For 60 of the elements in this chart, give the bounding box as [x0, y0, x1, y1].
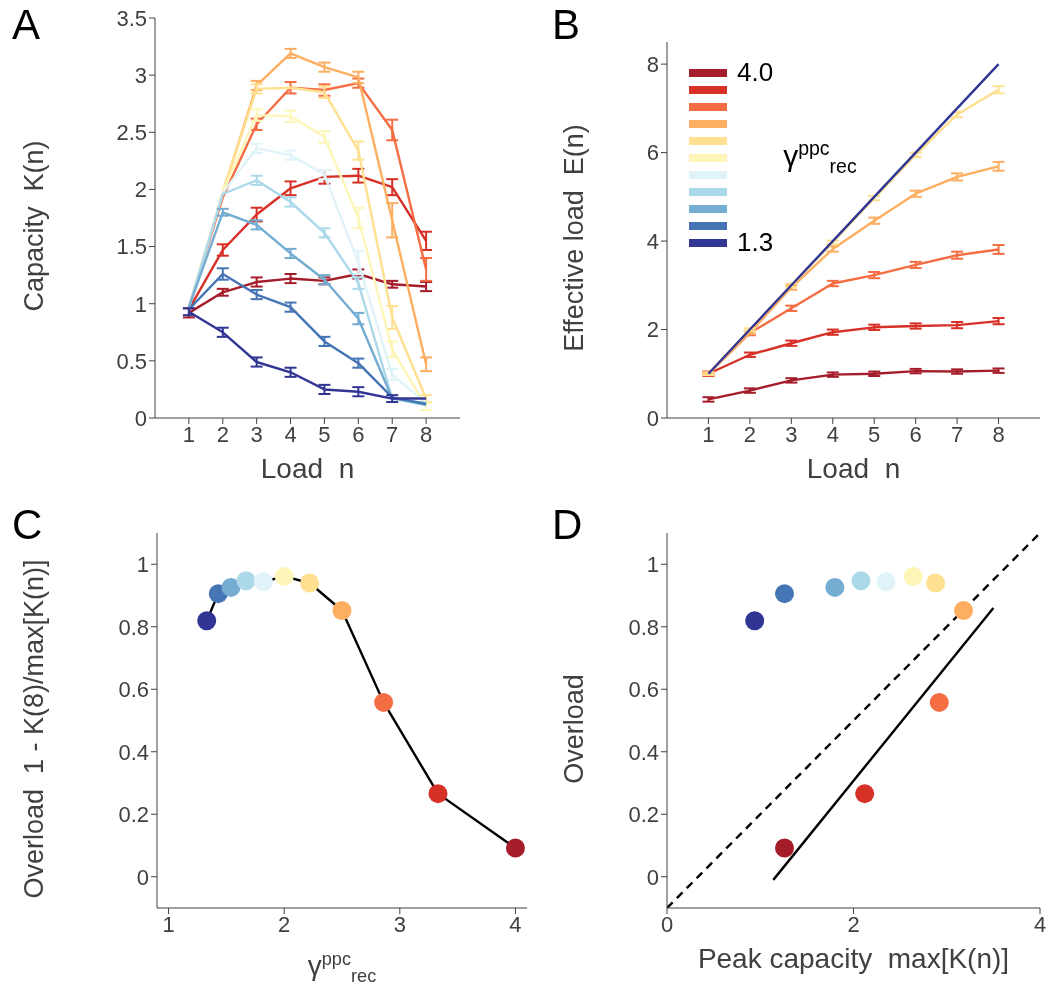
y-axis-title: Effective load E(n)	[558, 124, 590, 352]
x-tick-label: 7	[950, 421, 964, 447]
y-tick-label: 0	[136, 864, 149, 890]
y-tick-label: 1	[134, 291, 147, 317]
x-axis-title: Load n	[259, 452, 356, 486]
x-tick-label: 8	[419, 421, 433, 447]
y-tick-label: 0.4	[118, 739, 149, 765]
legend-label: 4.0	[737, 57, 774, 87]
x-tick-label: 5	[318, 421, 331, 447]
y-tick-label: 3	[134, 62, 147, 88]
x-tick-label: 1	[182, 421, 196, 447]
y-tick-label: 0	[134, 405, 147, 431]
x-tick-label: 6	[352, 421, 365, 447]
x-tick-label: 8	[992, 421, 1005, 447]
x-tick-label: 2	[743, 421, 757, 447]
y-tick-label: 2	[134, 177, 147, 203]
y-tick-label: 0.5	[116, 348, 147, 374]
y-tick-label: 0	[646, 864, 659, 890]
x-tick-label: 4	[284, 421, 297, 447]
y-tick-label: 8	[646, 51, 659, 77]
x-tick-label: 2	[216, 421, 229, 447]
chart-title: B	[552, 1, 581, 48]
y-tick-label: 6	[646, 140, 659, 166]
x-tick-label: 2	[278, 911, 291, 937]
y-tick-label: 2.5	[116, 120, 147, 146]
y-tick-label: 0.2	[628, 802, 659, 828]
y-tick-label: 1	[646, 552, 659, 578]
x-tick-label: 3	[250, 421, 263, 447]
x-tick-label: 2	[847, 911, 860, 937]
y-tick-label: 0.6	[118, 677, 149, 703]
y-tick-label: 0.8	[118, 614, 149, 640]
chart-title: D	[552, 501, 583, 548]
x-tick-label: 5	[868, 421, 881, 447]
x-tick-label: 1	[702, 421, 715, 447]
x-tick-label: 4	[826, 421, 839, 447]
x-tick-label: 4	[509, 911, 522, 937]
y-tick-label: 0	[646, 405, 659, 431]
y-tick-label: 0.6	[628, 677, 659, 703]
x-tick-label: 7	[386, 421, 399, 447]
y-tick-label: 1.5	[116, 234, 147, 260]
x-tick-label: 3	[785, 421, 798, 447]
y-axis-title: Overload 1 - K(8)/max[K(n)]	[18, 558, 50, 899]
y-axis-title: Capacity K(n)	[18, 140, 50, 312]
x-tick-label: 1	[162, 911, 175, 937]
y-tick-label: 0.4	[628, 739, 659, 765]
chart-title: A	[12, 1, 41, 48]
x-axis-title: Peak capacity max[K(n)]	[696, 942, 1011, 976]
y-tick-label: 1	[136, 552, 149, 578]
y-tick-label: 3.5	[116, 5, 147, 31]
x-tick-label: 3	[393, 911, 406, 937]
x-tick-label: 6	[909, 421, 922, 447]
chart-title: C	[12, 501, 43, 548]
x-tick-label: 4	[1033, 911, 1047, 937]
y-tick-label: 4	[646, 228, 659, 254]
series-label: 1.3	[737, 227, 774, 257]
y-tick-label: 0.8	[628, 614, 659, 640]
y-tick-label: 2	[646, 317, 659, 343]
y-axis-title: Overload	[558, 673, 590, 784]
y-tick-label: 0.2	[118, 802, 149, 828]
x-axis-title: Load n	[805, 452, 902, 486]
